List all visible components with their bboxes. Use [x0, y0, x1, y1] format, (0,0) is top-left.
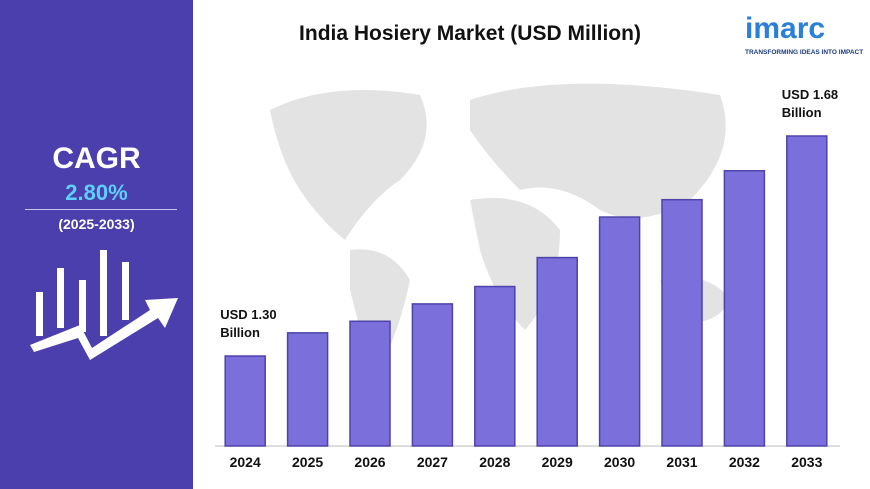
sidebar: CAGR 2.80% (2025-2033) — [0, 0, 193, 489]
bar — [536, 256, 578, 447]
x-tick-label: 2024 — [230, 454, 261, 470]
bar — [411, 303, 454, 447]
bar — [286, 332, 329, 447]
bar — [661, 198, 703, 447]
cagr-period: (2025-2033) — [58, 216, 135, 232]
logo: imarc — [745, 12, 825, 45]
value-label: USD 1.68 Billion — [781, 87, 839, 120]
cagr-label: CAGR — [52, 142, 141, 175]
bar — [786, 135, 828, 447]
bar — [224, 355, 266, 447]
bar — [349, 320, 391, 447]
cagr-value: 2.80% — [65, 180, 128, 205]
x-tick-label: 2025 — [292, 454, 323, 470]
x-tick-label: 2028 — [479, 454, 510, 470]
logo-tagline: TRANSFORMING IDEAS INTO IMPACT — [745, 49, 863, 56]
divider — [25, 209, 177, 210]
bar — [598, 216, 641, 447]
world-map — [270, 83, 730, 380]
value-label: USD 1.30 Billion — [220, 307, 277, 340]
growth-icon — [30, 250, 178, 360]
chart-title: India Hosiery Market (USD Million) — [299, 22, 641, 45]
x-tick-label: 2027 — [417, 454, 448, 470]
x-tick-label: 2026 — [354, 454, 385, 470]
x-tick-label: 2029 — [542, 454, 573, 470]
x-tick-label: 2033 — [791, 454, 822, 470]
bar — [723, 169, 766, 447]
x-tick-label: 2032 — [729, 454, 760, 470]
x-tick-label: 2030 — [604, 454, 635, 470]
x-tick-label: 2031 — [666, 454, 697, 470]
bar — [474, 285, 516, 447]
